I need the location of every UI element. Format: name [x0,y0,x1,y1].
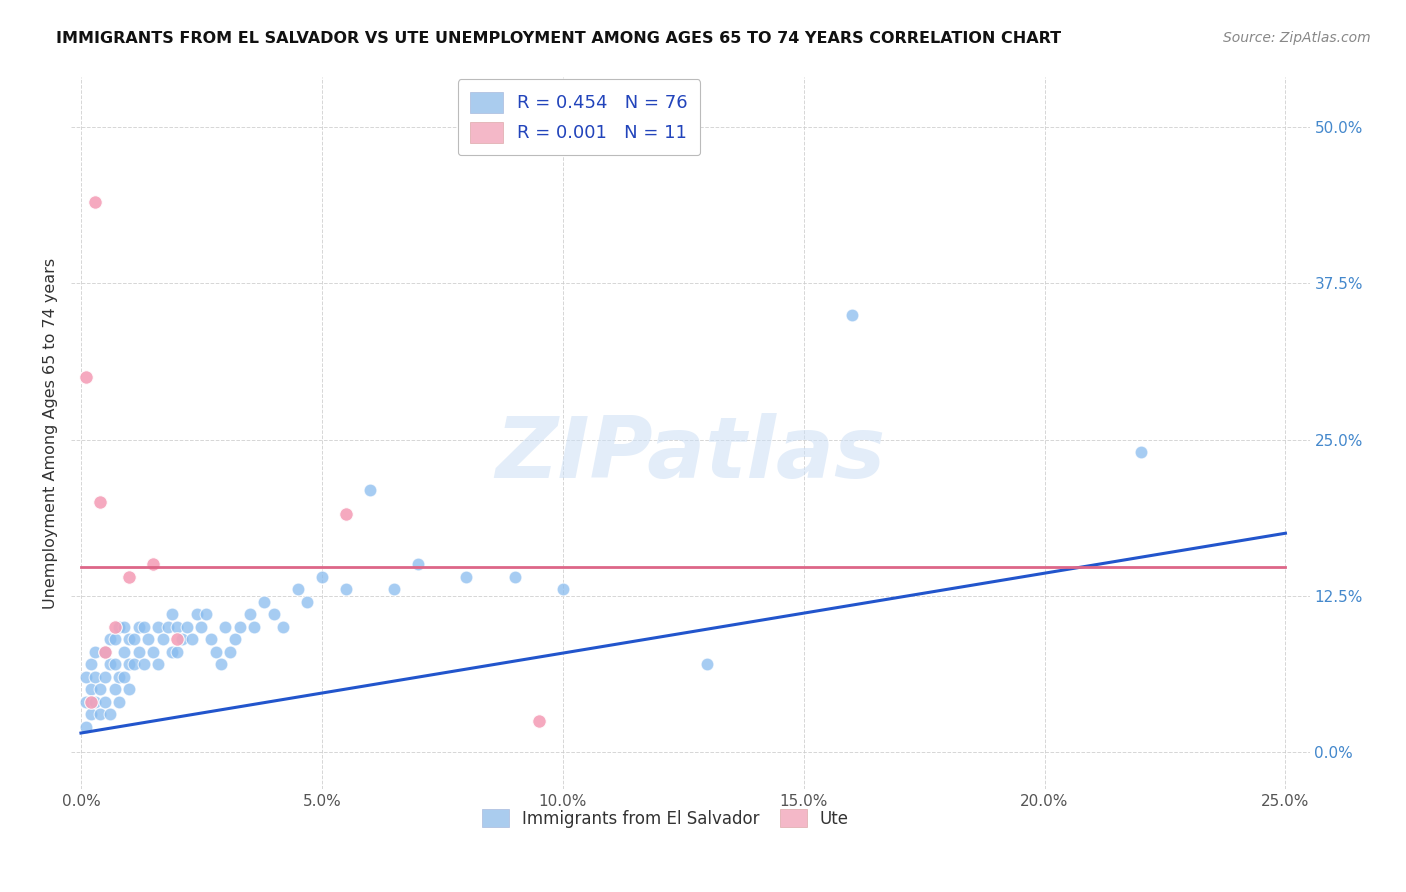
Point [166,645,188,659]
Legend: Immigrants from El Salvador, Ute: Immigrants from El Salvador, Ute [475,803,856,834]
Point [79,657,101,672]
Point [551,582,574,597]
Point [142,558,165,572]
Point [98,657,121,672]
Point [162,645,184,659]
Text: ZIPatlas: ZIPatlas [495,413,886,496]
Point [94,695,117,709]
Point [79,695,101,709]
Point [84,670,107,684]
Point [94,645,117,659]
Point [128,620,150,634]
Point [98,632,121,647]
Point [186,607,208,622]
Point [503,570,526,584]
Point [118,682,141,697]
Point [138,632,160,647]
Point [112,620,135,634]
Point [311,570,333,584]
Point [84,695,107,709]
Point [696,657,718,672]
Point [180,632,202,647]
Point [128,645,150,659]
Point [104,657,127,672]
Point [271,620,294,634]
Point [359,483,381,497]
Point [190,620,212,634]
Point [75,370,97,384]
Point [152,632,174,647]
Point [118,632,141,647]
Point [224,632,246,647]
Text: IMMIGRANTS FROM EL SALVADOR VS UTE UNEMPLOYMENT AMONG AGES 65 TO 74 YEARS CORREL: IMMIGRANTS FROM EL SALVADOR VS UTE UNEMP… [56,31,1062,46]
Point [209,657,232,672]
Point [118,657,141,672]
Point [166,632,188,647]
Point [263,607,285,622]
Point [89,495,111,509]
Y-axis label: Unemployment Among Ages 65 to 74 years: Unemployment Among Ages 65 to 74 years [44,258,58,609]
Point [156,620,179,634]
Point [253,595,276,609]
Point [229,620,252,634]
Point [200,632,222,647]
Point [79,682,101,697]
Point [94,670,117,684]
Point [122,657,145,672]
Point [146,620,169,634]
Point [89,707,111,722]
Point [89,682,111,697]
Point [118,570,141,584]
Point [239,607,262,622]
Point [142,645,165,659]
Point [75,720,97,734]
Point [104,620,127,634]
Point [108,620,131,634]
Point [205,645,228,659]
Point [166,620,188,634]
Point [132,657,155,672]
Point [108,670,131,684]
Point [84,195,107,210]
Point [176,620,198,634]
Point [527,714,550,728]
Text: Source: ZipAtlas.com: Source: ZipAtlas.com [1223,31,1371,45]
Point [841,308,863,322]
Point [382,582,405,597]
Point [243,620,266,634]
Point [335,582,357,597]
Point [98,707,121,722]
Point [112,645,135,659]
Point [104,682,127,697]
Point [94,645,117,659]
Point [75,695,97,709]
Point [132,620,155,634]
Point [104,632,127,647]
Point [162,607,184,622]
Point [79,707,101,722]
Point [297,595,319,609]
Point [1129,445,1152,459]
Point [84,645,107,659]
Point [456,570,478,584]
Point [108,695,131,709]
Point [75,670,97,684]
Point [335,508,357,522]
Point [287,582,309,597]
Point [195,607,218,622]
Point [172,632,194,647]
Point [219,645,242,659]
Point [112,670,135,684]
Point [122,632,145,647]
Point [214,620,236,634]
Point [406,558,429,572]
Point [146,657,169,672]
